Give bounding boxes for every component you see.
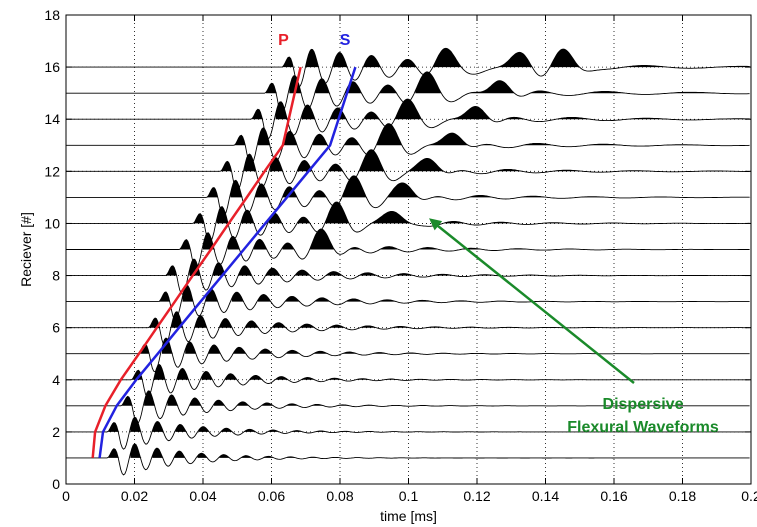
- y-tick-label: 14: [44, 111, 60, 127]
- waveform-trace: [66, 284, 751, 321]
- dispersive-annotation: Dispersive Flexural Waveforms: [429, 218, 719, 436]
- x-tick-label: 0.06: [258, 488, 285, 504]
- waveform-trace: [66, 123, 750, 166]
- y-tick-label: 12: [44, 163, 60, 179]
- waveform-trace: [66, 258, 751, 295]
- waveform-line: [66, 47, 750, 88]
- x-axis-title: time [ms]: [380, 508, 437, 524]
- y-tick-label: 10: [44, 215, 60, 231]
- waveform-trace: [66, 47, 751, 88]
- waveform-trace: [66, 228, 751, 269]
- waveform-fill: [131, 364, 738, 380]
- waveform-line: [66, 390, 750, 424]
- waveform-line: [66, 228, 750, 269]
- waveform-line: [66, 363, 750, 399]
- waveform-line: [66, 98, 750, 139]
- x-tick-label: 0.12: [463, 488, 490, 504]
- waveform-trace: [66, 201, 751, 244]
- waveform-line: [66, 201, 750, 244]
- x-tick-label: 0: [62, 488, 70, 504]
- waveform-fill: [138, 338, 752, 354]
- waveform-trace: [66, 363, 750, 399]
- y-tick-label: 18: [44, 7, 60, 23]
- waveform-trace: [66, 311, 750, 347]
- waveform-line: [66, 337, 750, 373]
- y-axis-title: Reciever [#]: [18, 212, 34, 287]
- waveform-line: [66, 71, 750, 114]
- p-curve-label: P: [278, 32, 289, 49]
- waveform-fill: [266, 71, 717, 94]
- waveform-line: [66, 416, 750, 450]
- y-tick-label: 16: [44, 59, 60, 75]
- x-tick-label: 0.04: [189, 488, 216, 504]
- waveform-line: [66, 123, 750, 166]
- waveform-trace: [66, 149, 750, 192]
- annotation-text-line1: Dispersive: [603, 396, 684, 413]
- waveform-line: [66, 258, 750, 295]
- arrival-curves: [91, 66, 357, 459]
- waveform-trace: [66, 416, 750, 450]
- waveform-trace: [66, 71, 750, 114]
- waveform-fill: [207, 175, 752, 198]
- waveform-trace: [66, 337, 752, 373]
- waveform-fill: [220, 149, 739, 172]
- s-curve-label: S: [340, 32, 351, 49]
- waveform-fill: [108, 443, 743, 458]
- waveform-fill: [166, 259, 751, 276]
- waveform-line: [66, 284, 750, 321]
- waveform-fill: [159, 285, 751, 302]
- waveform-fill: [148, 311, 749, 328]
- waveform-fill: [252, 99, 752, 120]
- waveform-fill: [193, 202, 751, 224]
- x-tick-label: 0.14: [532, 488, 559, 504]
- y-tick-label: 8: [52, 268, 60, 284]
- annotation-arrow-line: [436, 224, 635, 384]
- waveform-line: [66, 175, 750, 218]
- arrival-curve-p: [91, 66, 302, 459]
- y-tick-label: 0: [52, 476, 60, 492]
- waveform-trace: [66, 390, 751, 424]
- waveform-traces: [66, 47, 752, 476]
- waveform-trace: [66, 98, 752, 139]
- waveform-fill: [179, 229, 751, 250]
- x-tick-label: 0.16: [600, 488, 627, 504]
- annotation-arrow-head: [429, 218, 443, 231]
- x-tick-label: 0.1: [399, 488, 419, 504]
- y-tick-label: 4: [52, 372, 60, 388]
- waveform-trace: [66, 443, 750, 476]
- waveform-trace: [66, 175, 752, 218]
- x-tick-label: 0.2: [741, 488, 757, 504]
- annotation-text-line2: Flexural Waveforms: [567, 419, 719, 436]
- waveform-fill: [282, 48, 751, 68]
- waveform-fill: [234, 123, 706, 146]
- x-tick-label: 0.18: [669, 488, 696, 504]
- axis-ticks: 0 0.02 0.04 0.06 0.08 0.1 0.12 0.14 0.16 0.18 0.2 0…: [44, 7, 757, 504]
- arrival-curve-s: [98, 66, 357, 459]
- y-tick-label: 2: [52, 424, 60, 440]
- waveform-line: [66, 443, 750, 476]
- x-tick-label: 0.02: [121, 488, 148, 504]
- waveform-line: [66, 311, 750, 347]
- x-tick-label: 0.08: [326, 488, 353, 504]
- waveform-line: [66, 149, 750, 192]
- y-tick-label: 6: [52, 320, 60, 336]
